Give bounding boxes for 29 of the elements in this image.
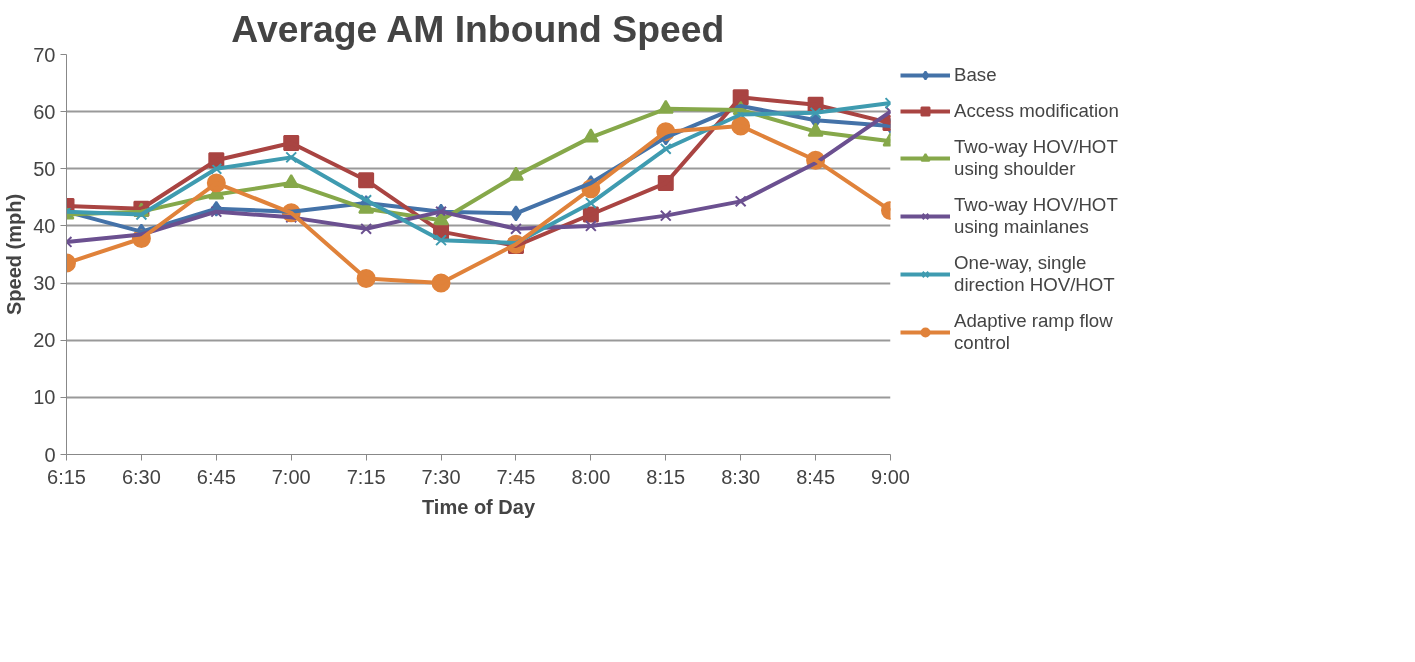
- x-tick-label: 7:30: [421, 465, 461, 488]
- x-tick-label: 6:30: [121, 465, 161, 488]
- y-tick-label: 30: [33, 272, 56, 295]
- legend-label: Adaptive ramp flow control: [954, 310, 1113, 354]
- legend-label: Access modification: [954, 100, 1119, 122]
- x-tick-label: 7:15: [346, 465, 386, 488]
- y-tick-label: 70: [33, 43, 56, 66]
- y-tick-label: 20: [33, 329, 56, 352]
- y-tick-label: 0: [44, 443, 56, 466]
- y-tick-label: 50: [33, 157, 56, 180]
- x-tick-label: 8:00: [571, 465, 611, 488]
- x-tick-label: 7:45: [496, 465, 536, 488]
- x-axis-title: Time of Day: [422, 495, 536, 518]
- x-tick-label: 6:15: [47, 465, 86, 488]
- y-axis-title: Speed (mph): [3, 193, 26, 316]
- y-tick-label: 40: [33, 214, 56, 237]
- legend-label: One-way, single direction HOV/HOT: [954, 252, 1115, 296]
- legend-label: Base: [954, 64, 997, 86]
- x-tick-label: 6:45: [196, 465, 236, 488]
- legend-label: Two-way HOV/HOT using mainlanes: [954, 194, 1118, 238]
- x-tick-label: 9:00: [871, 465, 910, 488]
- chart-title: Average AM Inbound Speed: [231, 7, 725, 50]
- x-tick-label: 8:30: [721, 465, 761, 488]
- x-tick-label: 8:15: [646, 465, 686, 488]
- x-tick-label: 7:00: [271, 465, 311, 488]
- x-tick-label: 8:45: [796, 465, 836, 488]
- legend-label: Two-way HOV/HOT using shoulder: [954, 136, 1118, 180]
- y-tick-label: 60: [33, 100, 56, 123]
- y-tick-label: 10: [33, 386, 56, 409]
